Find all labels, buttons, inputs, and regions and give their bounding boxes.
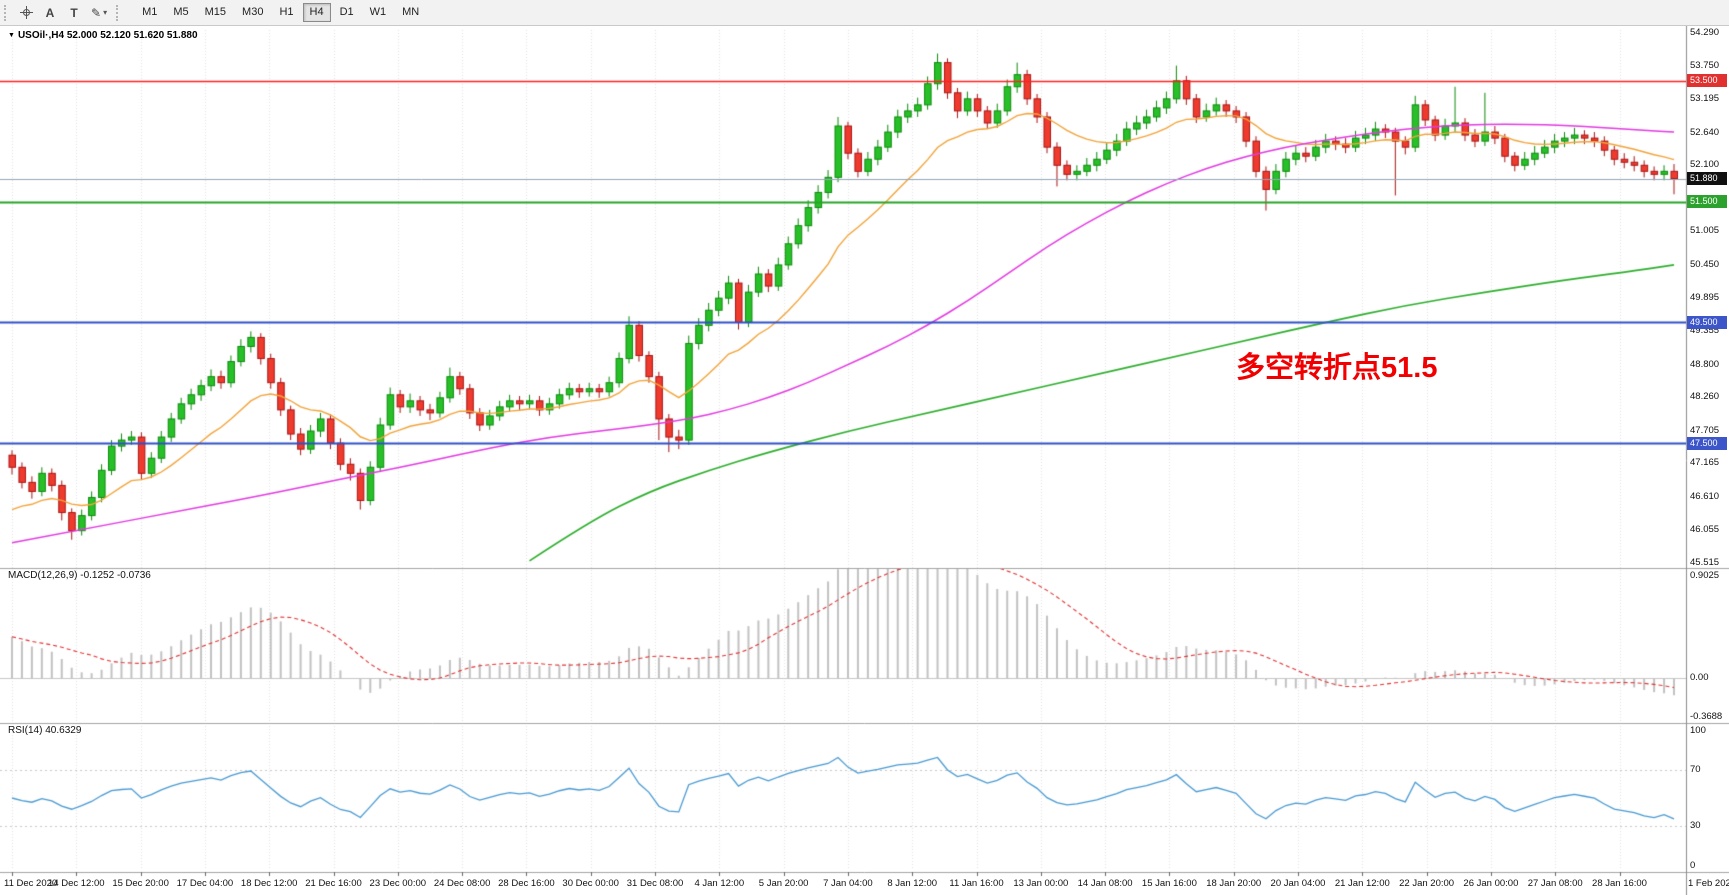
crosshair-icon[interactable] <box>15 3 37 23</box>
timeframe-toolbar: M1 M5 M15 M30 H1 H4 D1 W1 MN <box>134 3 427 22</box>
macd-indicator-label: MACD(12,26,9) -0.1252 -0.0736 <box>8 570 151 581</box>
timeframe-MN[interactable]: MN <box>395 3 426 22</box>
pencil-icon: ✎ <box>91 5 102 20</box>
toolbar-drag-handle[interactable] <box>116 4 121 21</box>
timeframe-M5[interactable]: M5 <box>166 3 195 22</box>
timeframe-M15[interactable]: M15 <box>198 3 233 22</box>
draw-tools-icon[interactable]: ✎ ▾ <box>87 3 111 23</box>
quote-text: USOil·,H4 52.000 52.120 51.620 51.880 <box>17 30 198 41</box>
timeframe-H1[interactable]: H1 <box>272 3 300 22</box>
timeframe-W1[interactable]: W1 <box>363 3 394 22</box>
text-tool-icon[interactable]: T <box>63 3 85 23</box>
chart-canvas[interactable] <box>0 26 1729 895</box>
timeframe-M1[interactable]: M1 <box>135 3 164 22</box>
text-label-icon[interactable]: A <box>39 3 61 23</box>
toolbar: A T ✎ ▾ M1 M5 M15 M30 H1 H4 D1 W1 MN <box>0 0 1729 26</box>
timeframe-H4[interactable]: H4 <box>302 3 331 22</box>
rsi-indicator-label: RSI(14) 40.6329 <box>8 725 82 736</box>
collapse-triangle-icon[interactable]: ▼ <box>8 32 15 39</box>
chart-annotation-text: 多空转折点51.5 <box>1236 352 1438 384</box>
timeframe-M30[interactable]: M30 <box>235 3 270 22</box>
chevron-down-icon: ▾ <box>103 8 108 17</box>
crosshair-icon-glyph <box>19 6 33 19</box>
quote-line[interactable]: ▼ USOil·,H4 52.000 52.120 51.620 51.880 <box>8 30 198 41</box>
toolbar-drag-handle[interactable] <box>4 4 9 21</box>
timeframe-D1[interactable]: D1 <box>333 3 361 22</box>
